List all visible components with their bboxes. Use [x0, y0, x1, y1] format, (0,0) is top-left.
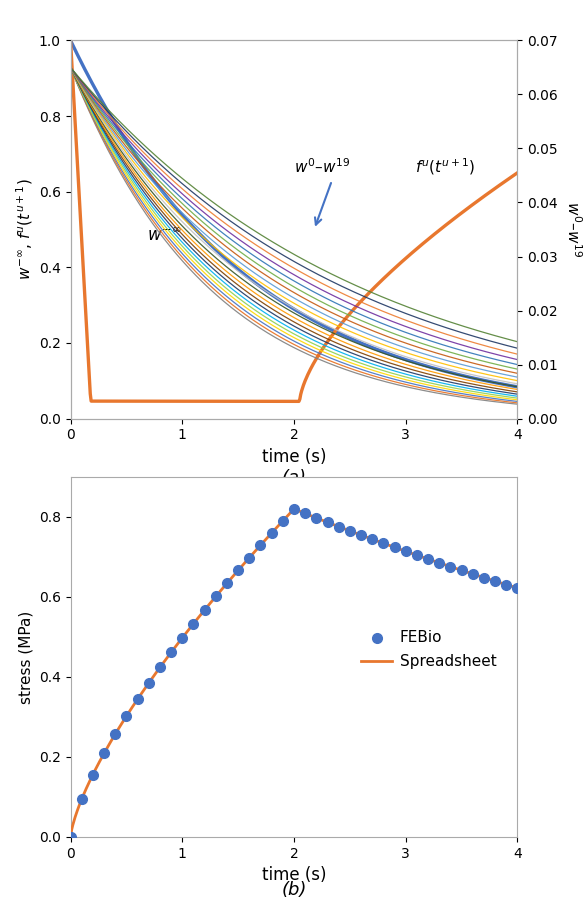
Spreadsheet	[514, 582, 521, 593]
FEBio	[267, 526, 276, 540]
FEBio	[490, 574, 500, 589]
Y-axis label: stress (MPa): stress (MPa)	[18, 610, 34, 704]
FEBio	[334, 519, 343, 534]
FEBio	[245, 551, 254, 565]
Legend: FEBio, Spreadsheet: FEBio, Spreadsheet	[362, 630, 496, 670]
FEBio	[412, 548, 422, 562]
FEBio	[300, 507, 310, 521]
FEBio	[200, 603, 209, 617]
FEBio	[122, 709, 131, 724]
FEBio	[390, 540, 399, 554]
FEBio	[379, 536, 388, 551]
FEBio	[189, 616, 198, 631]
FEBio	[457, 563, 466, 578]
Text: $f^u(t^{u+1})$: $f^u(t^{u+1})$	[415, 157, 475, 177]
FEBio	[166, 645, 176, 660]
FEBio	[256, 538, 265, 553]
FEBio	[479, 571, 489, 585]
FEBio	[446, 560, 455, 574]
FEBio	[435, 555, 444, 570]
X-axis label: time (s): time (s)	[262, 867, 326, 885]
FEBio	[111, 727, 120, 742]
FEBio	[513, 580, 522, 595]
FEBio	[423, 552, 433, 566]
X-axis label: time (s): time (s)	[262, 448, 326, 466]
FEBio	[323, 515, 332, 529]
FEBio	[468, 567, 477, 581]
FEBio	[222, 576, 232, 590]
FEBio	[312, 510, 321, 525]
FEBio	[133, 692, 142, 706]
Spreadsheet	[244, 554, 251, 565]
FEBio	[88, 768, 98, 782]
Line: Spreadsheet: Spreadsheet	[71, 509, 517, 837]
FEBio	[289, 502, 299, 517]
FEBio	[502, 578, 511, 592]
FEBio	[178, 631, 187, 645]
FEBio	[144, 676, 153, 690]
Text: (a): (a)	[282, 469, 306, 487]
Spreadsheet	[121, 714, 128, 724]
FEBio	[345, 524, 355, 538]
Spreadsheet	[349, 526, 356, 537]
Text: (b): (b)	[281, 880, 307, 898]
Spreadsheet	[393, 543, 400, 553]
Text: $w^0$–$w^{19}$: $w^0$–$w^{19}$	[294, 158, 350, 176]
FEBio	[77, 792, 86, 806]
Y-axis label: $w^0$–$w^{19}$: $w^0$–$w^{19}$	[564, 202, 583, 257]
FEBio	[368, 532, 377, 546]
FEBio	[356, 528, 366, 543]
FEBio	[401, 544, 410, 559]
Spreadsheet	[67, 832, 74, 842]
FEBio	[99, 746, 109, 760]
Spreadsheet	[213, 590, 220, 601]
Y-axis label: $w^{-\infty}$, $f^u(t^{u+1})$: $w^{-\infty}$, $f^u(t^{u+1})$	[14, 178, 35, 281]
FEBio	[278, 514, 288, 528]
Spreadsheet	[291, 504, 298, 515]
FEBio	[211, 590, 220, 604]
FEBio	[66, 830, 75, 844]
FEBio	[155, 661, 165, 675]
Text: $w^{-\infty}$: $w^{-\infty}$	[146, 227, 181, 245]
FEBio	[233, 563, 243, 578]
Spreadsheet	[390, 542, 397, 553]
